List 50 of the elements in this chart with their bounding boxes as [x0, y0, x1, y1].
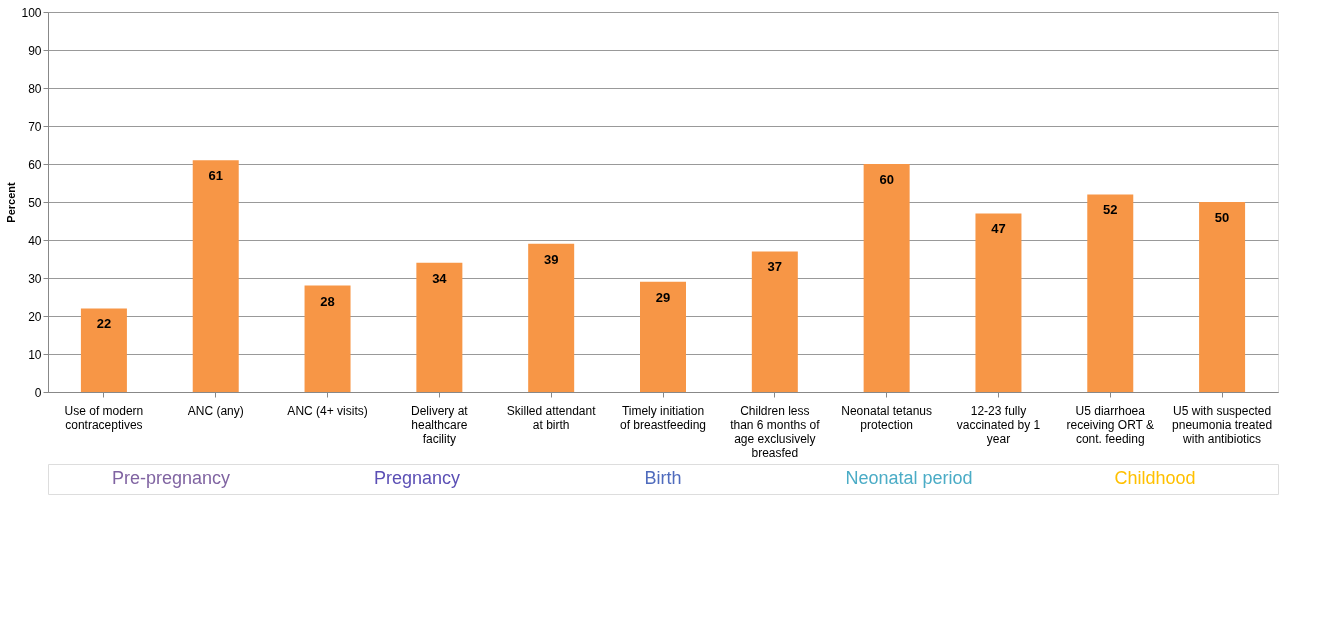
data-label: 29 — [655, 289, 671, 305]
bar — [80, 308, 127, 392]
x-tick-label: Children less than 6 months of age exclusively breasfed — [730, 403, 821, 460]
data-label: 28 — [320, 293, 335, 309]
bar — [975, 213, 1022, 392]
x-tick-label: ANC (4+ visits) — [287, 403, 368, 418]
data-label: 37 — [767, 259, 783, 275]
x-tick-label: Delivery at healthcare facility — [411, 403, 469, 446]
data-label: 50 — [1214, 210, 1230, 225]
y-tick-label: 90 — [28, 43, 42, 58]
bar — [751, 251, 798, 392]
bar — [528, 243, 575, 392]
y-tick-label: 50 — [28, 195, 42, 210]
x-tick-label: Neonatal tetanus protection — [841, 403, 932, 432]
y-tick-label: 20 — [28, 309, 42, 324]
bar — [1087, 194, 1134, 392]
x-tick-label: U5 with suspected pneumonia treated with antibiotics — [1172, 403, 1273, 446]
y-tick-label: 30 — [28, 271, 42, 286]
x-tick-label: Timely initiation of breastfeeding — [619, 403, 707, 432]
data-label: 61 — [208, 168, 223, 184]
text: Neonatal period — [845, 468, 973, 488]
text: Pregnancy — [373, 468, 461, 488]
y-tick-label: 10 — [28, 347, 42, 362]
text: Childhood — [1114, 468, 1196, 488]
x-tick-label: 12-23 fully vaccinated by 1 year — [956, 403, 1041, 446]
text: Pre-pregnancy — [111, 468, 231, 488]
bar — [192, 160, 239, 392]
bar — [640, 281, 686, 392]
data-label: 39 — [543, 251, 559, 267]
x-tick-label: ANC (any) — [187, 403, 244, 418]
x-tick-label: U5 diarrhoea receiving ORT & cont. feeding — [1066, 403, 1155, 446]
y-tick-label: 40 — [28, 233, 42, 248]
y-tick-label: 70 — [28, 119, 42, 134]
y-tick-label: 60 — [28, 157, 42, 172]
text: Birth — [644, 468, 682, 488]
y-tick-label: 100 — [21, 5, 42, 20]
data-label: 22 — [96, 316, 112, 332]
y-tick-label: 80 — [28, 81, 42, 96]
bar — [863, 164, 910, 392]
data-label: 60 — [879, 172, 894, 187]
x-tick-label: Use of modern contraceptives — [64, 403, 144, 432]
x-tick-label: Skilled attendant at birth — [506, 403, 597, 432]
bar — [304, 285, 351, 392]
data-label: 47 — [991, 221, 1006, 237]
bar — [1199, 202, 1246, 392]
y-axis-title: Percent — [5, 181, 18, 223]
data-label: 34 — [432, 270, 448, 286]
data-label: 52 — [1103, 202, 1118, 218]
y-tick-label: 0 — [34, 385, 42, 400]
bar — [416, 262, 463, 392]
